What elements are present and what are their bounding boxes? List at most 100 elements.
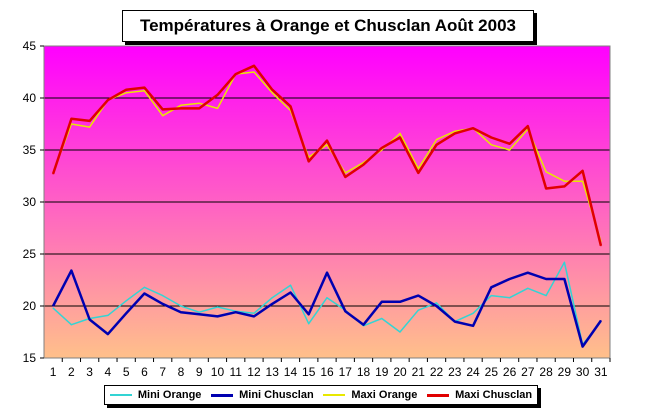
data-point-mini-chusclan — [454, 321, 456, 323]
x-tick-label: 31 — [594, 365, 608, 379]
data-point-maxi-chusclan — [509, 143, 511, 145]
x-tick-label: 5 — [123, 365, 130, 379]
data-point-mini-orange — [417, 309, 419, 311]
y-tick-label: 20 — [23, 299, 37, 313]
x-tick-label: 27 — [521, 365, 535, 379]
data-point-maxi-orange — [180, 104, 182, 106]
data-point-maxi-chusclan — [545, 187, 547, 190]
data-point-mini-chusclan — [253, 315, 255, 317]
data-point-mini-chusclan — [600, 320, 602, 322]
data-point-mini-chusclan — [89, 318, 91, 321]
x-tick-label: 17 — [339, 365, 353, 379]
data-point-mini-orange — [143, 286, 145, 288]
x-tick-label: 19 — [375, 365, 389, 379]
data-point-mini-chusclan — [70, 270, 72, 272]
y-tick-label: 35 — [23, 143, 37, 157]
data-point-maxi-orange — [399, 132, 401, 134]
data-point-maxi-chusclan — [289, 105, 292, 107]
data-point-maxi-chusclan — [143, 87, 145, 89]
data-point-mini-orange — [180, 305, 182, 307]
data-point-mini-chusclan — [527, 272, 529, 274]
x-tick-label: 11 — [229, 365, 242, 379]
legend-swatch-maxi-chusclan — [427, 393, 450, 397]
data-point-mini-orange — [216, 306, 219, 308]
data-point-mini-orange — [545, 295, 547, 297]
data-point-maxi-chusclan — [326, 140, 328, 142]
data-point-mini-chusclan — [308, 313, 310, 315]
data-point-mini-orange — [490, 295, 492, 297]
data-point-maxi-chusclan — [563, 185, 566, 187]
data-point-maxi-orange — [582, 180, 584, 182]
data-point-maxi-chusclan — [582, 170, 584, 172]
data-point-mini-chusclan — [362, 324, 365, 326]
data-point-mini-orange — [399, 331, 401, 333]
data-point-maxi-chusclan — [107, 99, 109, 101]
data-point-mini-chusclan — [107, 333, 109, 335]
data-point-mini-orange — [509, 297, 511, 299]
data-point-mini-orange — [289, 284, 292, 286]
legend-swatch-maxi-orange — [323, 394, 346, 396]
data-point-maxi-orange — [216, 107, 219, 109]
data-point-mini-chusclan — [198, 313, 200, 315]
data-point-maxi-orange — [162, 115, 164, 117]
data-point-mini-orange — [563, 261, 566, 263]
data-point-mini-chusclan — [326, 272, 328, 274]
data-point-maxi-chusclan — [125, 89, 127, 91]
series-lines — [51, 64, 603, 348]
data-point-maxi-orange — [198, 102, 200, 104]
data-point-maxi-orange — [490, 144, 492, 146]
x-tick-label: 3 — [86, 365, 93, 379]
data-point-mini-chusclan — [509, 278, 511, 280]
x-tick-label: 20 — [393, 365, 407, 379]
data-point-mini-chusclan — [582, 346, 584, 348]
data-point-mini-chusclan — [381, 301, 383, 303]
x-tick-label: 12 — [247, 365, 261, 379]
y-tick-label: 25 — [23, 247, 37, 261]
y-tick-label: 40 — [23, 91, 37, 105]
data-point-maxi-chusclan — [308, 160, 310, 162]
data-point-maxi-orange — [253, 71, 255, 73]
chart-title: Températures à Orange et Chusclan Août 2… — [122, 10, 534, 42]
x-tick-label: 30 — [576, 365, 590, 379]
data-point-maxi-chusclan — [381, 147, 383, 149]
data-point-maxi-orange — [326, 144, 328, 146]
legend-item-maxi-chusclan: Maxi Chusclan — [427, 389, 532, 401]
x-tick-label: 18 — [357, 365, 371, 379]
data-point-mini-orange — [162, 295, 164, 297]
data-point-mini-chusclan — [399, 301, 401, 303]
data-point-maxi-orange — [143, 90, 145, 92]
x-tick-label: 10 — [211, 365, 225, 379]
data-point-mini-chusclan — [435, 305, 438, 307]
data-point-maxi-chusclan — [399, 136, 401, 139]
data-point-mini-chusclan — [235, 311, 237, 313]
x-tick-label: 29 — [558, 365, 572, 379]
data-point-maxi-chusclan — [198, 107, 200, 109]
data-point-mini-orange — [527, 287, 529, 289]
legend-item-mini-chusclan: Mini Chusclan — [211, 389, 314, 401]
x-tick-label: 13 — [266, 365, 280, 379]
data-point-maxi-chusclan — [52, 173, 54, 175]
data-point-mini-orange — [198, 311, 200, 313]
data-point-maxi-orange — [435, 139, 438, 141]
legend-label-mini-chusclan: Mini Chusclan — [239, 389, 314, 401]
legend-label-maxi-orange: Maxi Orange — [351, 389, 418, 401]
data-point-maxi-chusclan — [216, 94, 219, 96]
data-point-mini-orange — [52, 307, 54, 309]
y-tick-label: 45 — [23, 39, 37, 53]
x-tick-label: 15 — [302, 365, 316, 379]
data-point-mini-orange — [70, 324, 72, 326]
x-tick-label: 16 — [320, 365, 334, 379]
data-point-mini-orange — [381, 317, 383, 320]
data-point-maxi-orange — [344, 172, 346, 174]
x-tick-label: 24 — [466, 365, 480, 379]
x-axis-ticks: 1 2 3 4 5 6 7 8 9 10 11 12 13 14 15 16 17 18 19 20 21 22 23 24 2… — [50, 358, 611, 379]
legend-item-mini-orange: Mini Orange — [109, 389, 201, 401]
data-point-mini-chusclan — [344, 310, 346, 312]
data-point-maxi-orange — [125, 92, 127, 94]
legend: Mini Orange Mini Chusclan Maxi Orange Ma… — [104, 385, 538, 405]
data-point-mini-chusclan — [417, 295, 419, 297]
data-point-maxi-chusclan — [253, 65, 255, 67]
data-point-maxi-orange — [417, 168, 419, 170]
data-point-mini-chusclan — [289, 291, 292, 294]
x-tick-label: 1 — [50, 365, 57, 379]
